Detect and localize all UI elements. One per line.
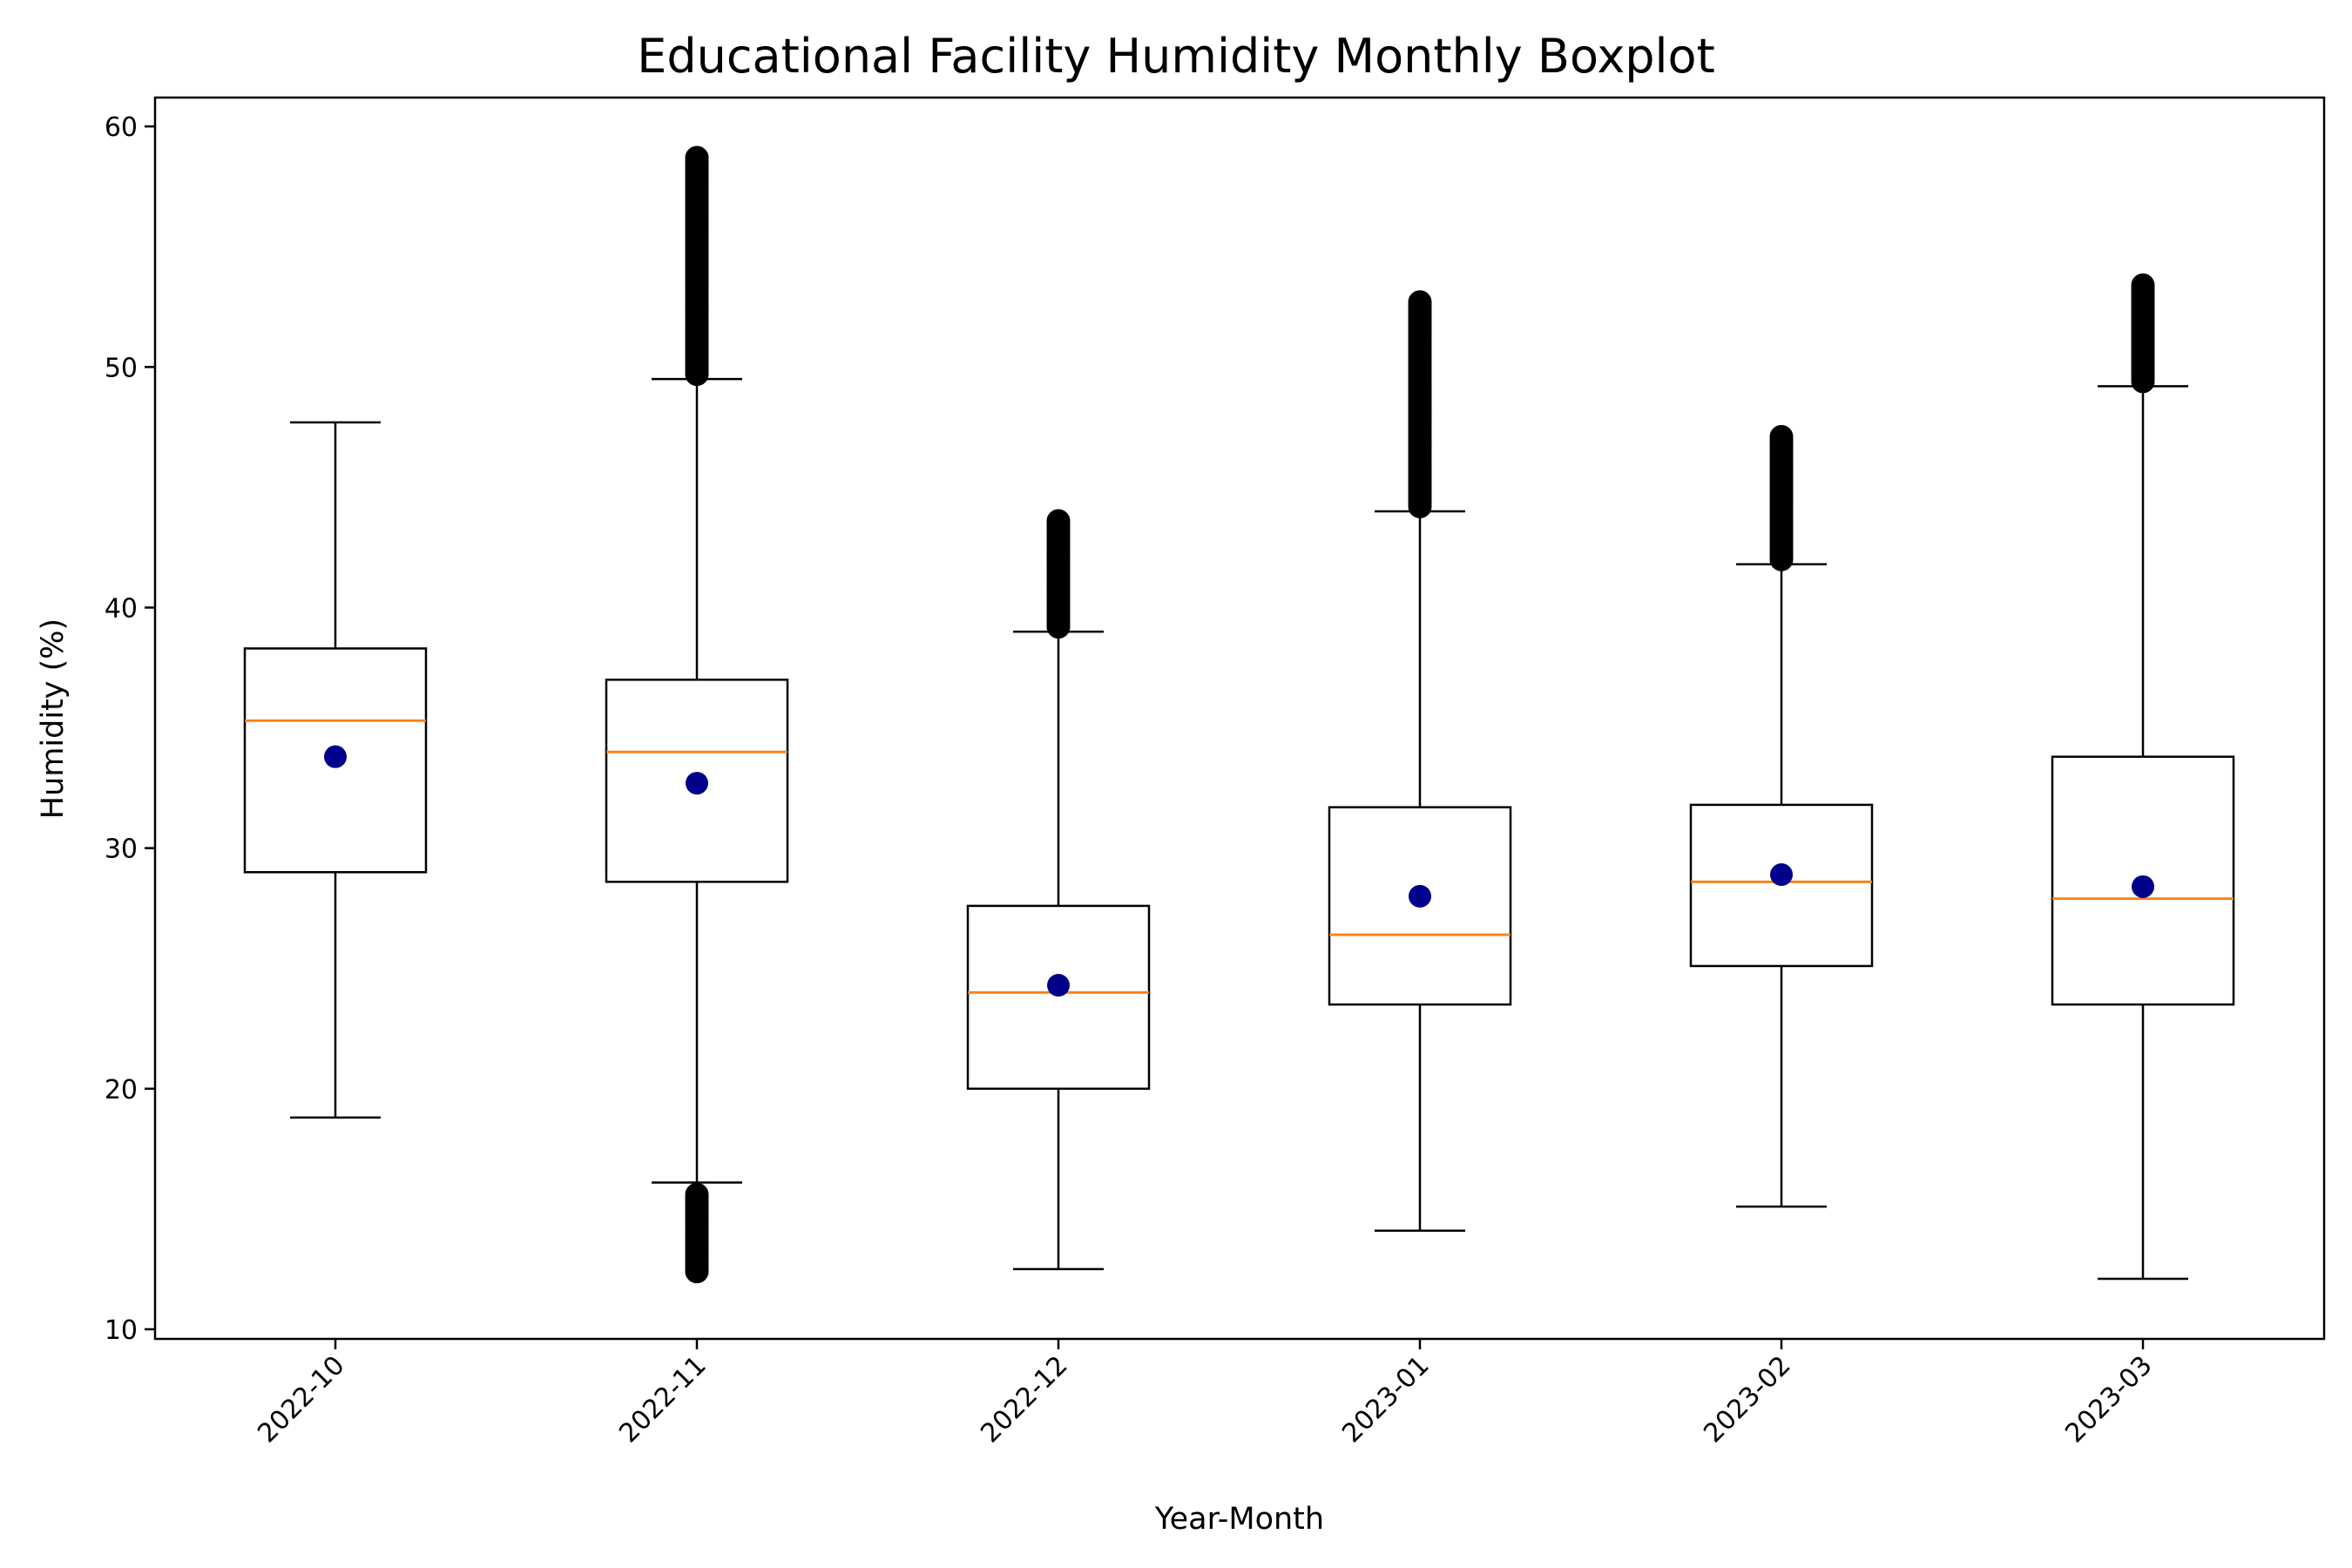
outlier-point <box>1769 424 1794 449</box>
box <box>1328 806 1512 1006</box>
x-tick-label: 2023-03 <box>2059 1350 2158 1449</box>
x-tick-label: 2023-02 <box>1698 1350 1796 1449</box>
axes: 10 20 30 40 50 60 2022-10 2022-11 2022-12 2023-01… <box>105 112 2159 1449</box>
mean-point <box>324 745 347 768</box>
upper-outliers <box>2131 273 2155 394</box>
lower-outliers <box>685 1182 709 1284</box>
box-group <box>243 421 428 1119</box>
mean-point <box>1770 863 1793 887</box>
outlier-point <box>1408 290 1432 314</box>
box-group <box>2051 273 2235 1281</box>
y-axis-label: Humidity (%) <box>36 618 71 819</box>
outlier-point <box>2131 273 2155 297</box>
box-group <box>605 145 789 1284</box>
x-tick-label: 2022-11 <box>613 1350 712 1449</box>
y-tick-label: 40 <box>105 593 138 624</box>
upper-outliers <box>685 145 709 387</box>
x-axis-label: Year-Month <box>1154 1502 1324 1537</box>
plot-frame <box>153 96 2326 1341</box>
box <box>605 679 789 883</box>
x-tick-label: 2022-10 <box>252 1350 350 1449</box>
chart-title: Educational Facility Humidity Monthly Bo… <box>637 29 1715 84</box>
mean-point <box>1409 884 1431 908</box>
box-group <box>1689 424 1874 1208</box>
mean-point <box>686 772 708 795</box>
box <box>1689 803 1874 968</box>
upper-outliers <box>1046 509 1071 639</box>
box <box>2051 755 2235 1006</box>
y-tick-label: 30 <box>105 835 138 865</box>
box-group <box>966 509 1151 1271</box>
plot-area <box>243 145 2235 1284</box>
x-tick-label: 2022-12 <box>975 1350 1073 1449</box>
upper-outliers <box>1769 424 1794 571</box>
box <box>243 647 428 874</box>
y-tick-label: 10 <box>105 1315 138 1346</box>
y-tick-label: 60 <box>105 112 138 143</box>
upper-outliers <box>1408 290 1432 518</box>
mean-point <box>2132 875 2154 898</box>
mean-point <box>1047 974 1070 997</box>
box-group <box>1328 290 1512 1232</box>
outlier-point <box>685 1182 709 1206</box>
box <box>966 904 1151 1091</box>
x-tick-label: 2023-01 <box>1336 1350 1435 1449</box>
y-tick-label: 20 <box>105 1075 138 1105</box>
outlier-point <box>1046 509 1071 533</box>
y-tick-label: 50 <box>105 353 138 383</box>
outlier-point <box>685 145 709 170</box>
